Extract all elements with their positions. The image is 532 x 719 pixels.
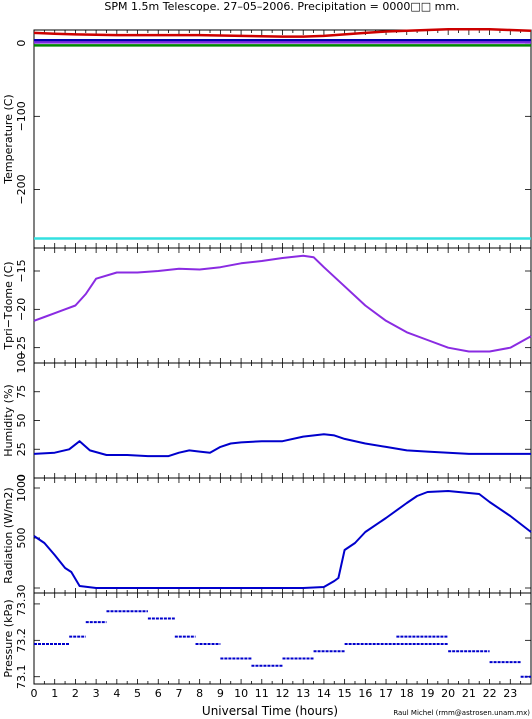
x-tick-label: 0 xyxy=(31,687,38,700)
x-tick-label: 19 xyxy=(420,687,434,700)
panel-frame xyxy=(33,29,532,249)
x-tick-label: 14 xyxy=(317,687,331,700)
x-tick-label: 21 xyxy=(462,687,476,700)
y-tick-label: 73.2 xyxy=(15,628,28,653)
series-line-0 xyxy=(33,254,532,353)
y-axis-label: Pressure (kPa) xyxy=(2,599,15,677)
x-tick-label: 1 xyxy=(51,687,58,700)
y-tick-label: 0 xyxy=(15,585,28,592)
x-tick-label: 3 xyxy=(93,687,100,700)
y-axis-label: Humidity (%) xyxy=(2,384,15,456)
panel-frame xyxy=(33,477,532,594)
panel-frame xyxy=(33,362,532,479)
series-line-0 xyxy=(33,433,531,458)
y-tick-label: 75 xyxy=(15,385,28,399)
x-tick-label: 5 xyxy=(134,687,141,700)
x-tick-label: 20 xyxy=(441,687,455,700)
y-tick-label: 73.3 xyxy=(15,592,28,617)
panel-frame xyxy=(33,247,532,364)
x-tick-label: 8 xyxy=(196,687,203,700)
x-tick-label: 9 xyxy=(217,687,224,700)
y-axis-label: Tpri−Tdome (C) xyxy=(2,261,15,350)
series-line-0 xyxy=(33,28,532,38)
x-tick-label: 18 xyxy=(400,687,414,700)
y-tick-label: 50 xyxy=(15,414,28,428)
y-tick-label: 0 xyxy=(15,40,28,47)
x-tick-label: 2 xyxy=(72,687,79,700)
x-tick-label: 7 xyxy=(175,687,182,700)
x-tick-label: 11 xyxy=(255,687,269,700)
x-tick-label: 17 xyxy=(379,687,393,700)
y-axis-label: Temperature (C) xyxy=(2,94,15,184)
x-axis-label: Universal Time (hours) xyxy=(202,704,338,718)
chart-title: SPM 1.5m Telescope. 27–05–2006. Precipit… xyxy=(104,0,459,13)
x-tick-label: 12 xyxy=(276,687,290,700)
y-tick-label: 25 xyxy=(15,442,28,456)
x-tick-label: 22 xyxy=(483,687,497,700)
y-tick-label: −20 xyxy=(15,298,28,321)
series-line-0 xyxy=(33,490,532,589)
y-axis-label: Radiation (W/m2) xyxy=(2,487,15,583)
credit-text: Raul Michel (rmm@astrosen.unam.mx) xyxy=(393,709,530,717)
x-tick-label: 23 xyxy=(503,687,517,700)
x-tick-label: 10 xyxy=(234,687,248,700)
y-tick-label: 1000 xyxy=(15,474,28,502)
x-tick-label: 4 xyxy=(113,687,120,700)
x-tick-label: 13 xyxy=(296,687,310,700)
y-tick-label: −15 xyxy=(15,259,28,282)
x-tick-label: 15 xyxy=(338,687,352,700)
y-tick-label: −100 xyxy=(15,101,28,131)
y-tick-label: −25 xyxy=(15,336,28,359)
panel-frame xyxy=(33,592,532,685)
y-tick-label: 0 xyxy=(15,475,28,482)
y-tick-label: 500 xyxy=(15,528,28,549)
y-tick-label: 73.1 xyxy=(15,664,28,689)
y-tick-label: −200 xyxy=(15,174,28,204)
x-tick-label: 6 xyxy=(155,687,162,700)
y-tick-label: 100 xyxy=(15,353,28,374)
x-tick-label: 16 xyxy=(358,687,372,700)
